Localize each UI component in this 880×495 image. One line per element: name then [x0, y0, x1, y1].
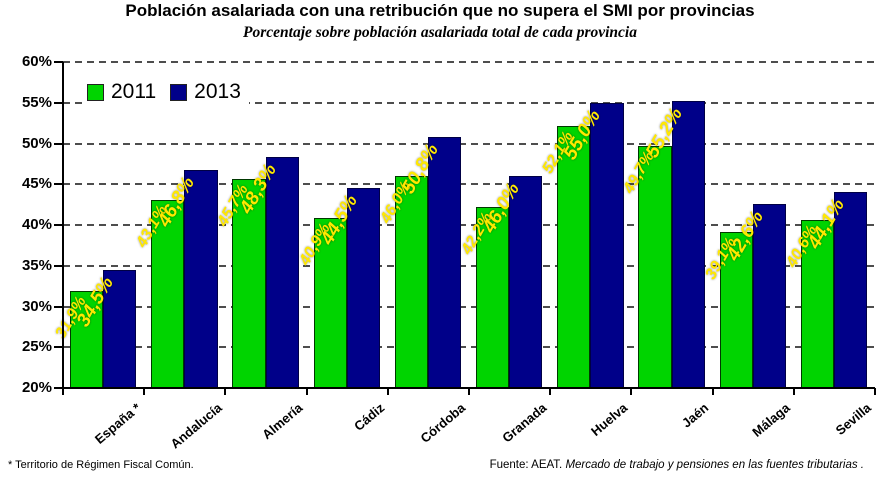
bar-2011-España *: 31,9%	[52, 291, 104, 388]
y-tick-20%	[54, 387, 63, 389]
bar-label-2013-Córdoba: 50,8%	[397, 140, 444, 198]
y-axis-line	[62, 62, 64, 388]
bar-2013-Málaga: 42,6%	[723, 203, 787, 388]
footnote: * Territorio de Régimen Fiscal Común.	[8, 459, 194, 471]
legend-label-2011: 2011	[111, 80, 157, 103]
y-tick-40%	[54, 224, 63, 226]
y-tick-label: 60%	[21, 53, 52, 70]
x-label-Jaén: Jaén	[679, 400, 712, 431]
bar-2013-Andalucía: 46,8%	[154, 169, 218, 388]
bar-label-2013-Jaén: 55,2%	[641, 104, 687, 162]
chart-subtitle: Porcentaje sobre población asalariada to…	[243, 24, 637, 41]
source-note: Fuente: AEAT. Mercado de trabajo y pensi…	[490, 459, 864, 471]
y-tick-30%	[54, 305, 63, 308]
y-tick-35%	[54, 264, 63, 267]
x-label-Granada: Granada	[499, 400, 550, 446]
y-tick-label: 50%	[21, 134, 52, 152]
legend-label-2013: 2013	[194, 80, 241, 103]
gridline-30%	[63, 305, 875, 308]
y-tick-45%	[54, 183, 63, 186]
bar-2011-Granada: 42,2%	[458, 207, 510, 388]
x-label-Andalucía: Andalucía	[167, 400, 225, 452]
y-tick-label: 35%	[21, 256, 52, 274]
gridline-40%	[63, 224, 875, 226]
y-tick-25%	[54, 346, 63, 349]
y-tick-label: 45%	[21, 175, 52, 193]
legend-swatch-2013	[170, 83, 188, 101]
bar-2011-Huelva: 52,1%	[540, 126, 591, 388]
bar-2011-Córdoba: 46,0%	[377, 176, 428, 388]
x-tick	[468, 388, 470, 395]
plot-area: 2011 2013 31,9% 43,1% 45,7% 40,9% 46,0% 42,2%…	[52, 61, 876, 451]
bar-2013-Huelva: 55,0%	[560, 102, 624, 388]
x-tick	[792, 388, 795, 395]
x-tick	[143, 388, 146, 395]
bar-2011-Málaga: 39,1%	[702, 232, 753, 388]
legend-item-2013: 2013	[170, 80, 241, 104]
y-tick-60%	[54, 61, 63, 63]
x-label-Córdoba: Córdoba	[417, 400, 469, 446]
gridline-55%	[63, 101, 875, 104]
bar-2011-Almería: 45,7%	[215, 178, 266, 388]
bar-2011-Jaén: 49,7%	[621, 145, 672, 388]
y-tick-label: 25%	[21, 338, 52, 356]
source-italic: Mercado de trabajo y pensiones en las fu…	[565, 459, 864, 471]
y-tick-55%	[54, 101, 63, 104]
bar-2013-Sevilla: 44,1%	[804, 191, 868, 388]
x-label-Sevilla: Sevilla	[832, 400, 875, 438]
x-label-Almería: Almería	[259, 400, 306, 443]
x-tick	[224, 388, 227, 395]
bar-2013-Jaén: 55,2%	[642, 101, 705, 388]
x-tick	[62, 388, 64, 395]
legend-item-2011: 2011	[87, 80, 156, 104]
gridline-50%	[63, 142, 875, 145]
x-label-España *: España *	[91, 400, 144, 447]
x-tick	[874, 388, 876, 395]
x-label-Cádiz: Cádiz	[350, 400, 387, 434]
x-tick	[549, 388, 552, 395]
gridline-60%	[63, 61, 875, 63]
x-tick	[630, 388, 633, 395]
legend-swatch-2011	[87, 83, 104, 101]
bar-2013-Granada: 46,0%	[479, 176, 543, 388]
y-axis-labels: 60% 55% 50% 45% 40% 35% 30% 25% 20%	[0, 53, 54, 396]
x-tick	[711, 388, 714, 395]
y-tick-label: 20%	[21, 379, 52, 396]
legend: 2011 2013	[85, 78, 249, 106]
gridline-35%	[63, 264, 875, 267]
bar-2013-España *: 34,5%	[73, 269, 137, 388]
gridline-25%	[63, 346, 875, 349]
y-tick-label: 40%	[21, 216, 52, 233]
bar-2013-Córdoba: 50,8%	[398, 136, 462, 388]
bar-2013-Almería: 48,3%	[236, 157, 299, 388]
source-prefix: Fuente: AEAT.	[489, 459, 566, 471]
x-label-Huelva: Huelva	[588, 400, 631, 439]
x-tick	[386, 388, 389, 395]
x-label-Málaga: Málaga	[749, 400, 793, 440]
bar-2011-Sevilla: 40,6%	[783, 220, 834, 388]
gridline-45%	[63, 183, 875, 186]
bar-2013-Cádiz: 44,5%	[317, 188, 381, 388]
y-tick-50%	[54, 142, 63, 145]
bar-2011-Cádiz: 40,9%	[296, 217, 347, 388]
y-tick-label: 30%	[21, 297, 52, 315]
y-tick-label: 55%	[21, 93, 52, 111]
chart-title: Población asalariada con una retribución…	[125, 1, 755, 20]
x-tick	[305, 388, 308, 395]
